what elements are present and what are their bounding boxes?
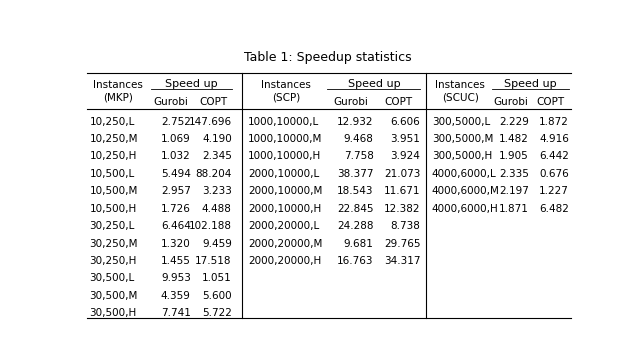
Text: 29.765: 29.765	[384, 238, 420, 248]
Text: 300,5000,L: 300,5000,L	[431, 117, 490, 127]
Text: 6.606: 6.606	[390, 117, 420, 127]
Text: 6.482: 6.482	[539, 204, 569, 214]
Text: 2.197: 2.197	[499, 186, 529, 196]
Text: 24.288: 24.288	[337, 221, 374, 231]
Text: 1.871: 1.871	[499, 204, 529, 214]
Text: 12.382: 12.382	[384, 204, 420, 214]
Text: 9.681: 9.681	[344, 238, 374, 248]
Text: 7.758: 7.758	[344, 151, 374, 162]
Text: 3.233: 3.233	[202, 186, 232, 196]
Text: 30,250,M: 30,250,M	[90, 238, 138, 248]
Text: Gurobi: Gurobi	[154, 97, 188, 107]
Text: 1000,10000,M: 1000,10000,M	[248, 134, 323, 144]
Text: 2.752: 2.752	[161, 117, 191, 127]
Text: 147.696: 147.696	[189, 117, 232, 127]
Text: 17.518: 17.518	[195, 256, 232, 266]
Text: 10,500,L: 10,500,L	[90, 169, 134, 179]
Text: 38.377: 38.377	[337, 169, 374, 179]
Text: 1.051: 1.051	[202, 273, 232, 283]
Text: 11.671: 11.671	[384, 186, 420, 196]
Text: 2.957: 2.957	[161, 186, 191, 196]
Text: 30,250,H: 30,250,H	[90, 256, 137, 266]
Text: 1.069: 1.069	[161, 134, 191, 144]
Text: 30,500,M: 30,500,M	[90, 291, 138, 301]
Text: 21.073: 21.073	[384, 169, 420, 179]
Text: 34.317: 34.317	[384, 256, 420, 266]
Text: 5.722: 5.722	[202, 308, 232, 318]
Text: 4000,6000,M: 4000,6000,M	[431, 186, 500, 196]
Text: 6.464: 6.464	[161, 221, 191, 231]
Text: 5.600: 5.600	[202, 291, 232, 301]
Text: 2000,10000,M: 2000,10000,M	[248, 186, 323, 196]
Text: 22.845: 22.845	[337, 204, 374, 214]
Text: 1.482: 1.482	[499, 134, 529, 144]
Text: Instances
(SCP): Instances (SCP)	[261, 80, 310, 103]
Text: 4.359: 4.359	[161, 291, 191, 301]
Text: 1.872: 1.872	[539, 117, 569, 127]
Text: 10,250,H: 10,250,H	[90, 151, 137, 162]
Text: 8.738: 8.738	[390, 221, 420, 231]
Text: 10,250,M: 10,250,M	[90, 134, 138, 144]
Text: 12.932: 12.932	[337, 117, 374, 127]
Text: 2.345: 2.345	[202, 151, 232, 162]
Text: 1.726: 1.726	[161, 204, 191, 214]
Text: 16.763: 16.763	[337, 256, 374, 266]
Text: 3.924: 3.924	[390, 151, 420, 162]
Text: COPT: COPT	[199, 97, 227, 107]
Text: 1000,10000,L: 1000,10000,L	[248, 117, 319, 127]
Text: 2.229: 2.229	[499, 117, 529, 127]
Text: 300,5000,M: 300,5000,M	[431, 134, 493, 144]
Text: 1000,10000,H: 1000,10000,H	[248, 151, 321, 162]
Text: Instances
(SCUC): Instances (SCUC)	[435, 80, 485, 103]
Text: 2.335: 2.335	[499, 169, 529, 179]
Text: 4.190: 4.190	[202, 134, 232, 144]
Text: Gurobi: Gurobi	[493, 97, 528, 107]
Text: 88.204: 88.204	[195, 169, 232, 179]
Text: 10,500,H: 10,500,H	[90, 204, 137, 214]
Text: 2000,10000,L: 2000,10000,L	[248, 169, 319, 179]
Text: 2000,10000,H: 2000,10000,H	[248, 204, 321, 214]
Text: 1.227: 1.227	[539, 186, 569, 196]
Text: 3.951: 3.951	[390, 134, 420, 144]
Text: 0.676: 0.676	[540, 169, 569, 179]
Text: Instances
(MKP): Instances (MKP)	[93, 80, 143, 103]
Text: 9.468: 9.468	[344, 134, 374, 144]
Text: 10,250,L: 10,250,L	[90, 117, 135, 127]
Text: COPT: COPT	[385, 97, 413, 107]
Text: 30,250,L: 30,250,L	[90, 221, 135, 231]
Text: 2000,20000,H: 2000,20000,H	[248, 256, 321, 266]
Text: 9.953: 9.953	[161, 273, 191, 283]
Text: 1.905: 1.905	[499, 151, 529, 162]
Text: 1.320: 1.320	[161, 238, 191, 248]
Text: Table 1: Speedup statistics: Table 1: Speedup statistics	[244, 51, 412, 64]
Text: 4000,6000,L: 4000,6000,L	[431, 169, 497, 179]
Text: COPT: COPT	[537, 97, 565, 107]
Text: 1.455: 1.455	[161, 256, 191, 266]
Text: 18.543: 18.543	[337, 186, 374, 196]
Text: 4000,6000,H: 4000,6000,H	[431, 204, 499, 214]
Text: 9.459: 9.459	[202, 238, 232, 248]
Text: 10,500,M: 10,500,M	[90, 186, 138, 196]
Text: 2000,20000,M: 2000,20000,M	[248, 238, 323, 248]
Text: Gurobi: Gurobi	[333, 97, 368, 107]
Text: 7.741: 7.741	[161, 308, 191, 318]
Text: 5.494: 5.494	[161, 169, 191, 179]
Text: 102.188: 102.188	[189, 221, 232, 231]
Text: Speed up: Speed up	[165, 79, 218, 89]
Text: 1.032: 1.032	[161, 151, 191, 162]
Text: Speed up: Speed up	[348, 79, 400, 89]
Text: 6.442: 6.442	[539, 151, 569, 162]
Text: 2000,20000,L: 2000,20000,L	[248, 221, 319, 231]
Text: 4.916: 4.916	[539, 134, 569, 144]
Text: Speed up: Speed up	[504, 79, 557, 89]
Text: 4.488: 4.488	[202, 204, 232, 214]
Text: 30,500,H: 30,500,H	[90, 308, 137, 318]
Text: 300,5000,H: 300,5000,H	[431, 151, 492, 162]
Text: 30,500,L: 30,500,L	[90, 273, 134, 283]
